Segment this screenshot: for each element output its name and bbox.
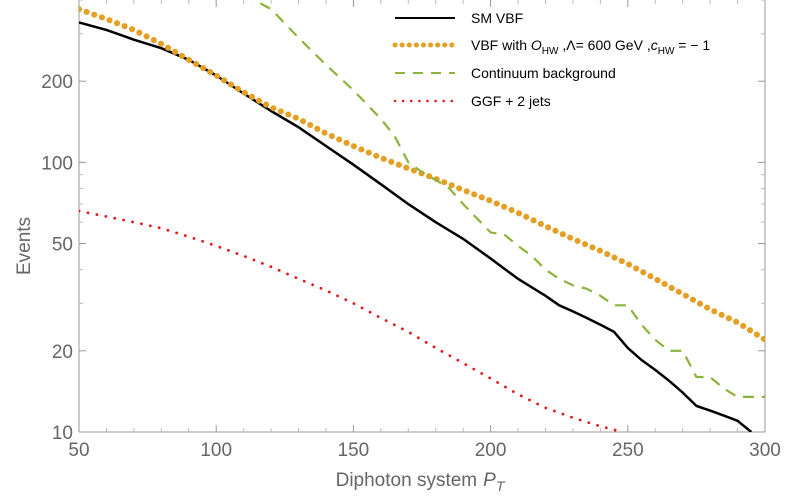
legend-label-continuum: Continuum background [471, 65, 616, 81]
x-axis-title: Diphoton system PT [336, 470, 506, 494]
x-tick-label: 100 [200, 440, 232, 461]
legend: SM VBF VBF with OHW ,Λ= 600 GeV ,cHW = −… [392, 10, 710, 109]
plot-frame [78, 0, 766, 433]
y-tick-label: 10 [52, 423, 73, 444]
y-tick-label: 200 [41, 72, 73, 93]
continuum-background-line [251, 0, 765, 398]
y-tick-label: 20 [52, 342, 73, 363]
sm-vbf-line [79, 21, 753, 432]
legend-label-sm-vbf: SM VBF [471, 10, 523, 26]
series-layer [79, 0, 765, 432]
x-tick-label: 200 [475, 440, 507, 461]
x-axis-ticks: 50 100 150 200 250 300 [68, 0, 781, 461]
ggf-2jets-line [79, 209, 624, 432]
x-tick-label: 50 [68, 440, 89, 461]
x-tick-label: 250 [612, 440, 644, 461]
vbf-ohw-line [79, 6, 765, 343]
legend-label-vbf-ohw: VBF with OHW ,Λ= 600 GeV ,cHW = − 1 [471, 37, 710, 57]
y-tick-label: 100 [41, 153, 73, 174]
y-axis-title: Events [14, 217, 35, 275]
x-tick-label: 300 [749, 440, 781, 461]
legend-label-ggf: GGF + 2 jets [471, 93, 551, 109]
y-tick-label: 50 [52, 235, 73, 256]
y-axis-ticks: 10 20 50 100 200 [41, 0, 765, 444]
x-tick-label: 150 [338, 440, 370, 461]
